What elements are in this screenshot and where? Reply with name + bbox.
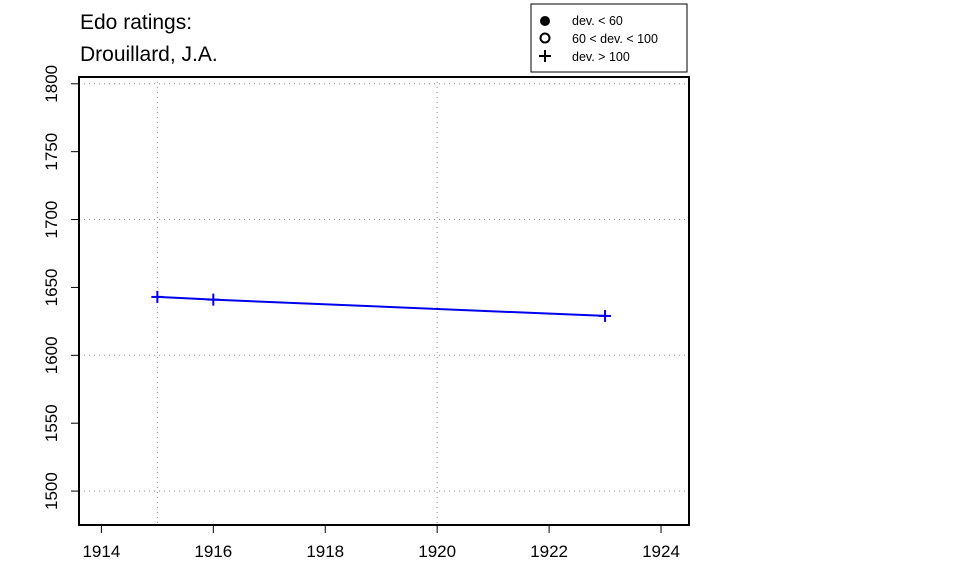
y-tick-label: 1800 — [42, 65, 61, 103]
y-tick-label: 1650 — [42, 269, 61, 307]
legend-label-mid-dev: 60 < dev. < 100 — [572, 32, 658, 46]
plot-frame — [78, 76, 690, 526]
legend-label-low-dev: dev. < 60 — [572, 14, 623, 28]
legend-open-circle-icon — [539, 32, 551, 44]
x-tick-label: 1916 — [194, 542, 232, 561]
y-tick-label: 1600 — [42, 336, 61, 374]
legend-plus-icon — [539, 50, 551, 62]
x-tick-label: 1922 — [530, 542, 568, 561]
axis-ticks: 1914 1916 1918 1920 1922 1924 1500 1550 1600 1650… — [42, 65, 680, 561]
rating-point-plus-marker — [207, 293, 220, 306]
y-tick-label: 1500 — [42, 472, 61, 510]
x-tick-label: 1924 — [642, 542, 680, 561]
chart-title-line-1: Edo ratings: — [80, 11, 192, 34]
y-tick-label: 1700 — [42, 201, 61, 239]
x-tick-label: 1918 — [306, 542, 344, 561]
grid — [79, 77, 689, 525]
series-layer — [151, 290, 612, 322]
legend: dev. < 60 60 < dev. < 100 dev. > 100 — [530, 3, 688, 73]
x-tick-label: 1914 — [82, 542, 120, 561]
y-tick-label: 1750 — [42, 133, 61, 171]
y-tick-label: 1550 — [42, 404, 61, 442]
rating-line — [157, 295, 606, 317]
x-tick-label: 1920 — [418, 542, 456, 561]
legend-label-high-dev: dev. > 100 — [572, 50, 630, 64]
legend-filled-circle-icon — [540, 16, 550, 26]
chart-title-line-2: Drouillard, J.A. — [80, 43, 218, 66]
rating-point-plus-marker — [151, 290, 164, 303]
legend-box — [530, 3, 688, 73]
rating-point-plus-marker — [599, 309, 612, 322]
